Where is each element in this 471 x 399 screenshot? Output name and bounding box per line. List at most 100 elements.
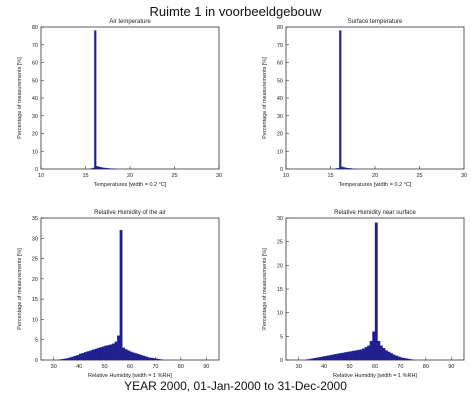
histogram-bar — [89, 350, 93, 361]
y-tick-label: 10 — [277, 311, 283, 317]
histogram-bar — [336, 353, 340, 361]
histogram-bar — [114, 341, 118, 361]
histogram-bar — [101, 167, 104, 170]
histogram-bar — [76, 354, 80, 361]
histogram-bar — [341, 166, 344, 170]
histogram-bar — [379, 345, 383, 361]
histogram-bar — [402, 357, 406, 361]
y-tick-label: 70 — [32, 43, 38, 49]
histogram-bar — [106, 168, 109, 170]
x-tick-label: 25 — [416, 173, 422, 179]
x-tick-label: 30 — [461, 173, 467, 179]
histogram-bar — [104, 167, 108, 170]
histogram-bar — [390, 353, 393, 361]
histogram-bar — [339, 30, 342, 170]
histogram-bar — [341, 352, 345, 361]
histogram-bar — [323, 356, 327, 361]
date-range-footer: YEAR 2000, 01-Jan-2000 to 31-Dec-2000 — [124, 379, 347, 393]
x-tick-label: 60 — [372, 364, 378, 370]
plot-frame — [40, 217, 220, 361]
histogram-bar — [145, 356, 148, 361]
histogram-bar — [346, 351, 350, 361]
histogram-bar — [357, 349, 360, 361]
y-tick-label: 5 — [280, 334, 283, 340]
page-title: Ruimte 1 in voorbeeldgebouw — [149, 4, 322, 19]
histogram-bar — [308, 358, 312, 361]
histogram-bar — [112, 343, 115, 361]
histogram-bar — [61, 359, 65, 361]
histogram-bar — [73, 355, 77, 361]
histogram-bar — [94, 30, 97, 170]
y-axis-label: Percentage of measurements [%] — [262, 248, 268, 330]
histogram-bar — [140, 354, 143, 361]
y-tick-label: 25 — [277, 240, 283, 246]
x-tick-label: 40 — [76, 364, 82, 370]
y-axis-label: Percentage of measurements [%] — [17, 57, 23, 139]
y-tick-label: 0 — [35, 358, 38, 364]
histogram-bar — [78, 353, 82, 361]
y-tick-label: 5 — [35, 338, 38, 344]
histogram-bar — [132, 352, 136, 361]
histogram-bar — [137, 354, 141, 361]
y-tick-label: 60 — [277, 61, 283, 67]
y-tick-label: 15 — [277, 287, 283, 293]
x-axis-label: Temperatures [width = 0.2 °C] — [94, 182, 167, 188]
y-tick-label: 20 — [277, 132, 283, 138]
y-axis-label: Percentage of measurements [%] — [262, 57, 268, 139]
histogram-bar — [96, 166, 99, 170]
x-tick-label: 50 — [102, 364, 108, 370]
histogram-bar — [94, 348, 98, 361]
histogram-bar — [84, 352, 87, 361]
x-tick-label: 90 — [448, 364, 454, 370]
y-tick-label: 40 — [277, 96, 283, 102]
histogram-bar — [326, 355, 330, 361]
y-tick-label: 10 — [32, 317, 38, 323]
y-tick-label: 0 — [35, 167, 38, 173]
histogram-bar — [142, 355, 146, 361]
histogram-bar — [106, 345, 110, 361]
x-tick-label: 15 — [327, 173, 333, 179]
histogram-bar — [97, 166, 100, 170]
histogram-bar — [134, 353, 138, 361]
histogram-bar — [99, 347, 103, 361]
histogram-bar — [354, 350, 358, 361]
y-tick-label: 25 — [32, 257, 38, 263]
x-axis-label: Relative Humidity [width = 1 %RH] — [88, 373, 172, 379]
histogram-bar — [91, 349, 95, 361]
histogram-bar — [68, 357, 72, 361]
x-tick-label: 10 — [38, 173, 44, 179]
x-tick-label: 30 — [216, 173, 222, 179]
histogram-bar — [395, 355, 399, 361]
histogram-bar — [155, 358, 159, 361]
histogram-bar — [348, 168, 351, 170]
histogram-bar — [382, 348, 386, 361]
histogram-bar — [346, 167, 349, 170]
y-tick-label: 30 — [277, 114, 283, 120]
histogram-bar — [329, 355, 332, 361]
y-tick-label: 50 — [32, 78, 38, 84]
histogram-bar — [150, 357, 154, 361]
chart-title: Relative Humidity of the air — [94, 210, 166, 216]
histogram-bar — [400, 357, 404, 361]
histogram-bar — [124, 349, 128, 361]
y-tick-label: 0 — [280, 167, 283, 173]
x-axis-label: Temperatures [width = 0.2 °C] — [339, 182, 412, 188]
y-tick-label: 15 — [32, 297, 38, 303]
y-tick-label: 80 — [32, 25, 38, 31]
histogram-bar — [367, 345, 371, 361]
histogram-bar — [351, 350, 355, 361]
y-tick-label: 70 — [277, 43, 283, 49]
x-tick-label: 25 — [171, 173, 177, 179]
histogram-bar — [81, 352, 85, 361]
histogram-bar — [311, 358, 315, 361]
histogram-bar — [407, 358, 411, 361]
histogram-bar — [331, 354, 335, 361]
y-tick-label: 35 — [32, 216, 38, 222]
histogram-bar — [157, 359, 161, 361]
histogram-bar — [339, 353, 343, 361]
histogram-bar — [372, 331, 376, 361]
histogram-bar — [349, 168, 353, 170]
histogram-bar — [397, 356, 401, 361]
x-tick-label: 30 — [51, 364, 57, 370]
y-tick-label: 0 — [280, 358, 283, 364]
